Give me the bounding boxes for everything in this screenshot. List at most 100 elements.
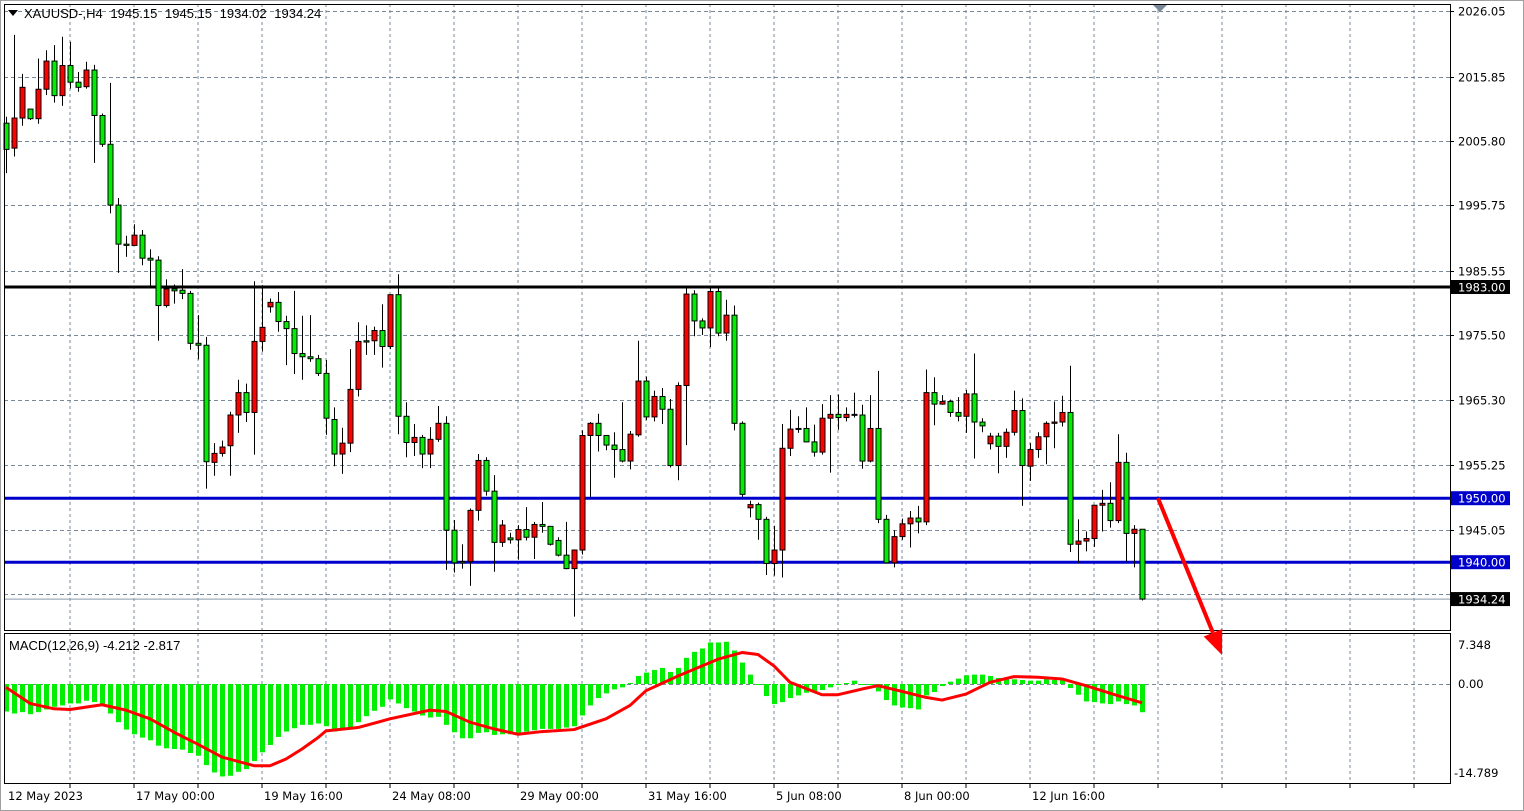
candle-down bbox=[107, 143, 114, 206]
candle-up bbox=[227, 414, 234, 447]
candle-down bbox=[875, 427, 882, 520]
chart-title: XAUUSD-,H4 1945.15 1945.15 1934.02 1934.… bbox=[24, 6, 325, 21]
macd-histogram-bar bbox=[964, 675, 969, 684]
macd-histogram-bar bbox=[772, 684, 777, 705]
macd-histogram-bar bbox=[324, 684, 329, 727]
macd-histogram-bar bbox=[244, 684, 249, 770]
chart-shift-triangle-icon bbox=[1153, 5, 1167, 12]
macd-histogram-bar bbox=[852, 680, 857, 684]
macd-main-value: -4.212 bbox=[102, 638, 140, 653]
candle-down bbox=[123, 243, 130, 246]
macd-title: MACD(12,26,9) -4.212 -2.817 bbox=[9, 638, 180, 653]
level-price-tag bbox=[1451, 280, 1510, 294]
macd-histogram-bar bbox=[300, 684, 305, 725]
macd-histogram-bar bbox=[252, 684, 257, 762]
macd-histogram-bar bbox=[556, 684, 561, 729]
macd-histogram-bar bbox=[596, 684, 601, 699]
candle-up bbox=[435, 422, 442, 440]
macd-histogram-bar bbox=[276, 684, 281, 737]
macd-histogram-bar bbox=[652, 669, 657, 684]
candle-up bbox=[723, 314, 730, 334]
macd-histogram-bar bbox=[420, 684, 425, 716]
price-tick-label: 2015.85 bbox=[1458, 71, 1506, 85]
candle-up bbox=[267, 301, 274, 308]
chart-menu-triangle-icon[interactable] bbox=[8, 10, 18, 16]
candle-up bbox=[43, 60, 50, 90]
macd-histogram-bar bbox=[580, 684, 585, 716]
candle-down bbox=[763, 518, 770, 564]
macd-histogram-bar bbox=[196, 684, 201, 756]
candle-down bbox=[1139, 528, 1146, 600]
candle-up bbox=[347, 388, 354, 444]
candle-up bbox=[819, 417, 826, 453]
candle-down bbox=[1123, 461, 1130, 534]
candle-up bbox=[747, 504, 754, 509]
macd-histogram-bar bbox=[268, 684, 273, 745]
candle-up bbox=[627, 433, 634, 462]
candle-down bbox=[315, 358, 322, 374]
price-tick-label: 1965.30 bbox=[1458, 394, 1506, 408]
candle-down bbox=[75, 81, 82, 88]
candle-up bbox=[251, 340, 258, 413]
macd-histogram-bar bbox=[316, 684, 321, 724]
candle-down bbox=[835, 413, 842, 419]
macd-histogram-bar bbox=[444, 684, 449, 725]
macd-histogram-bar bbox=[908, 684, 913, 709]
candle-up bbox=[467, 509, 474, 563]
candle-up bbox=[963, 393, 970, 417]
candle-up bbox=[1099, 502, 1106, 506]
candle-up bbox=[987, 435, 994, 445]
price-tick-label: 1985.55 bbox=[1458, 265, 1506, 279]
candle-down bbox=[691, 293, 698, 322]
candle-down bbox=[283, 321, 290, 330]
candle-down bbox=[179, 289, 186, 294]
candle-down bbox=[883, 518, 890, 564]
macd-tick-label: 0.00 bbox=[1458, 677, 1484, 691]
candle-up bbox=[787, 428, 794, 449]
candle-down bbox=[395, 294, 402, 417]
macd-histogram-bar bbox=[460, 684, 465, 739]
macd-histogram-bar bbox=[332, 684, 337, 732]
macd-histogram-bar bbox=[764, 684, 769, 697]
macd-histogram-bar bbox=[932, 684, 937, 693]
time-label: 31 May 16:00 bbox=[648, 789, 727, 803]
candle-down bbox=[667, 408, 674, 467]
candle-down bbox=[995, 435, 1002, 447]
candle-up bbox=[499, 524, 506, 543]
macd-histogram-bar bbox=[956, 678, 961, 684]
macd-histogram-bar bbox=[36, 684, 41, 713]
macd-histogram-bar bbox=[812, 684, 817, 693]
price-tick-label: 1975.50 bbox=[1458, 329, 1506, 343]
macd-histogram-bar bbox=[620, 684, 625, 688]
macd-histogram-bar bbox=[204, 684, 209, 766]
candle-down bbox=[947, 401, 954, 413]
candle-down bbox=[563, 554, 570, 570]
price-panel-frame bbox=[4, 4, 1451, 631]
candle-down bbox=[99, 114, 106, 145]
candle-down bbox=[699, 320, 706, 329]
macd-histogram-bar bbox=[124, 684, 129, 730]
macd-histogram-bar bbox=[732, 650, 737, 684]
candle-down bbox=[419, 436, 426, 455]
candle-down bbox=[955, 411, 962, 417]
macd-histogram-bar bbox=[924, 684, 929, 696]
macd-histogram-bar bbox=[500, 684, 505, 735]
macd-histogram-bar bbox=[588, 684, 593, 706]
macd-histogram-bar bbox=[380, 684, 385, 707]
candle-up bbox=[475, 459, 482, 511]
macd-histogram-bar bbox=[1076, 684, 1081, 695]
candle-down bbox=[739, 422, 746, 495]
macd-histogram-bar bbox=[84, 684, 89, 701]
price-tick-label: 1945.05 bbox=[1458, 524, 1506, 538]
candle-down bbox=[139, 234, 146, 259]
symbol-label: XAUUSD-,H4 bbox=[24, 6, 103, 21]
macd-histogram-bar bbox=[844, 682, 849, 684]
price-tick-label: 2026.05 bbox=[1458, 5, 1506, 19]
candle-down bbox=[203, 344, 210, 463]
macd-histogram-bar bbox=[604, 684, 609, 694]
time-label: 17 May 00:00 bbox=[136, 789, 215, 803]
macd-histogram-bar bbox=[524, 684, 529, 732]
candle-down bbox=[67, 65, 74, 83]
macd-histogram-bar bbox=[884, 684, 889, 701]
